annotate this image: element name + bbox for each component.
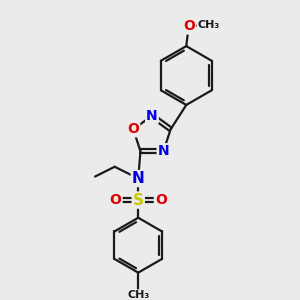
Text: O: O [128,122,139,136]
Text: CH₃: CH₃ [198,20,220,29]
Text: S: S [133,193,144,208]
Text: N: N [146,109,158,123]
Text: N: N [158,144,169,158]
Text: CH₃: CH₃ [127,290,149,300]
Text: O: O [110,193,122,207]
Text: O: O [155,193,167,207]
Text: N: N [132,171,145,186]
Text: O: O [183,20,195,34]
